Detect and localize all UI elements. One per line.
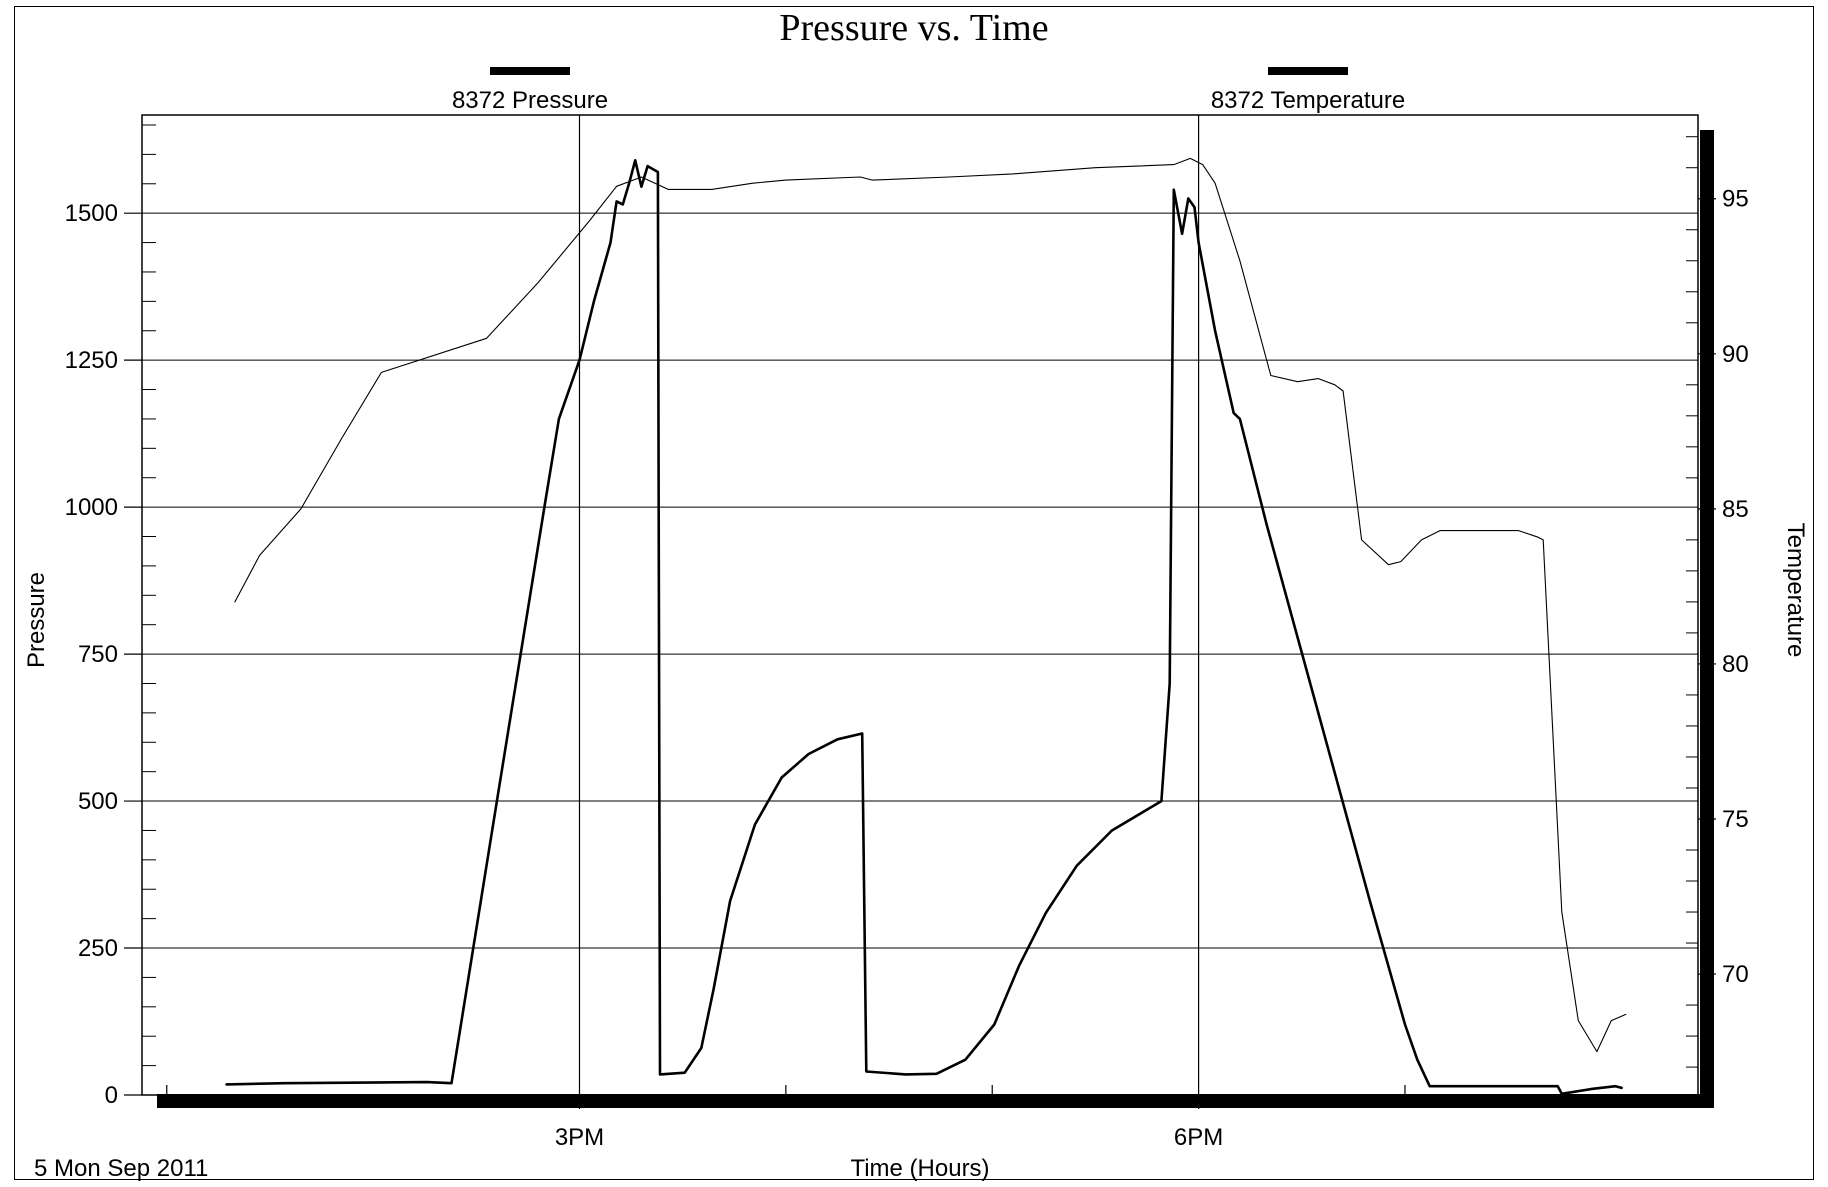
- legend-label-temperature: 8372 Temperature: [1211, 87, 1405, 114]
- x-tick-label: 6PM: [1174, 1124, 1223, 1151]
- legend-swatch-pressure: [490, 67, 570, 75]
- x-axis: 3PM 6PM: [166, 1085, 1406, 1151]
- legend-label-pressure: 8372 Pressure: [452, 87, 608, 114]
- y-tick-label: 0: [105, 1082, 118, 1109]
- y2-tick-label: 70: [1722, 961, 1749, 988]
- series-group: [225, 157, 1627, 1096]
- y-tick-label: 1000: [65, 494, 118, 521]
- plot-shadow-bottom: [157, 1094, 1714, 1108]
- y2-axis-label: Temperature: [1782, 523, 1809, 658]
- y-tick-label: 750: [78, 641, 118, 668]
- y-tick-label: 1250: [65, 347, 118, 374]
- plot-shadow-right: [1700, 130, 1714, 1108]
- x-tick-label: 3PM: [555, 1124, 604, 1151]
- x-axis-label: Time (Hours): [850, 1155, 989, 1182]
- legend-swatch-temperature: [1268, 67, 1348, 75]
- grid-lines: [142, 115, 1698, 1095]
- y-axis-label: Pressure: [23, 572, 50, 668]
- date-label: 5 Mon Sep 2011: [34, 1155, 208, 1182]
- plot-area-border: [141, 114, 1699, 1096]
- y-axis-right: 70 75 80 85 90 95: [1686, 136, 1749, 1068]
- y2-tick-label: 95: [1722, 186, 1749, 213]
- series-line-temperature: [234, 157, 1627, 1053]
- y2-tick-label: 85: [1722, 496, 1749, 523]
- series-line-pressure: [225, 159, 1623, 1096]
- y2-tick-label: 75: [1722, 806, 1749, 833]
- y2-tick-label: 80: [1722, 651, 1749, 678]
- y-tick-label: 1500: [65, 200, 118, 227]
- chart-frame: [14, 6, 1814, 1180]
- y-tick-label: 500: [78, 788, 118, 815]
- y-tick-label: 250: [78, 935, 118, 962]
- chart-title: Pressure vs. Time: [779, 7, 1048, 49]
- y-axis-left: 0 250 500 750 1000 1250 1500: [65, 124, 156, 1109]
- y2-tick-label: 90: [1722, 341, 1749, 368]
